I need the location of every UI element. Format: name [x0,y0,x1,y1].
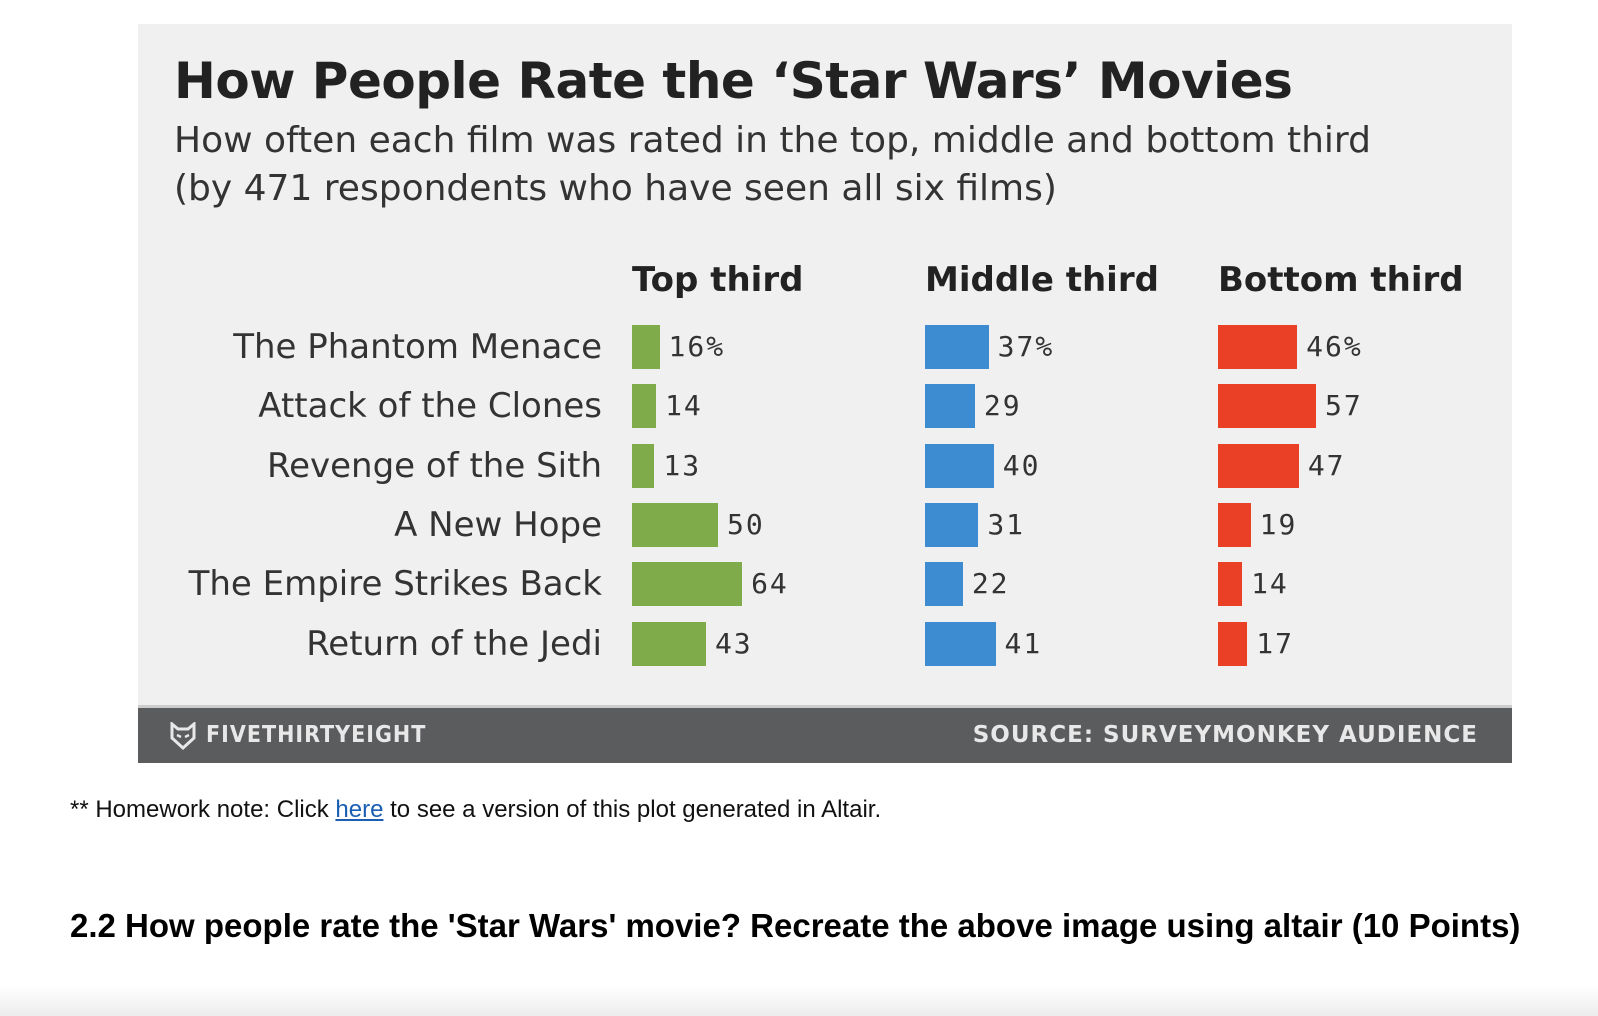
bar [925,502,979,547]
bar [925,562,963,607]
bar [632,502,718,547]
row-label: Attack of the Clones [258,386,602,427]
data-label: 14 [1251,567,1289,601]
data-label: 31 [987,507,1026,541]
data-label: 57 [1325,389,1363,423]
bar [925,443,994,488]
note-text: ** Homework note: Click [70,796,336,823]
bar [1218,562,1243,607]
data-label: 37% [997,330,1055,363]
bar [1218,443,1299,488]
data-label: 16% [668,330,726,363]
bar [1218,502,1251,547]
row-label: Revenge of the Sith [266,445,602,486]
bar [632,562,743,607]
bar [925,621,996,666]
data-label: 64 [751,567,789,601]
bottom-fade [0,986,1598,1016]
data-label: 41 [1004,626,1043,660]
bar [925,384,975,429]
chart-subtitle-line-2: (by 471 respondents who have seen all si… [174,168,1057,209]
data-label: 14 [665,389,703,423]
chart-subtitle-line-1: How often each film was rated in the top… [174,120,1371,161]
data-label: 40 [1002,448,1041,482]
bar [1218,325,1298,369]
column-header: Middle third [925,260,1159,300]
row-label: The Empire Strikes Back [188,564,602,605]
section-heading: 2.2 How people rate the 'Star Wars' movi… [70,907,1521,944]
bar [925,325,989,369]
data-label: 46% [1306,330,1363,363]
data-label: 19 [1259,507,1298,541]
row-label: Return of the Jedi [306,623,602,664]
data-label: 17 [1256,626,1294,660]
homework-note: ** Homework note: Click here to see a ve… [70,796,881,824]
data-label: 22 [971,567,1010,601]
chart-title: How People Rate the ‘Star Wars’ Movies [174,52,1293,110]
row-label: A New Hope [394,504,602,545]
column-header: Top third [632,260,804,300]
here-link[interactable]: here [335,796,384,823]
fox-logo-icon [170,722,196,750]
data-label: 43 [714,626,753,660]
row-label: The Phantom Menace [233,327,602,367]
bar [632,325,660,369]
note-text: to see a version of this plot generated … [383,796,882,823]
chart-image: How People Rate the ‘Star Wars’ Movies H… [138,24,1512,763]
bar [1218,384,1317,429]
source-credit: SOURCE: SURVEYMONKEY AUDIENCE [972,722,1478,748]
bar [632,384,657,429]
bar [1218,621,1248,666]
brand-name: FIVETHIRTYEIGHT [206,722,427,748]
bar [632,443,655,488]
column-header: Bottom third [1218,260,1464,300]
data-label: 50 [727,507,765,541]
data-label: 47 [1307,448,1346,482]
bar [632,621,706,666]
chart-footer: FIVETHIRTYEIGHT SOURCE: SURVEYMONKEY AUD… [138,705,1512,763]
data-label: 29 [983,389,1022,423]
data-label: 13 [663,448,702,482]
